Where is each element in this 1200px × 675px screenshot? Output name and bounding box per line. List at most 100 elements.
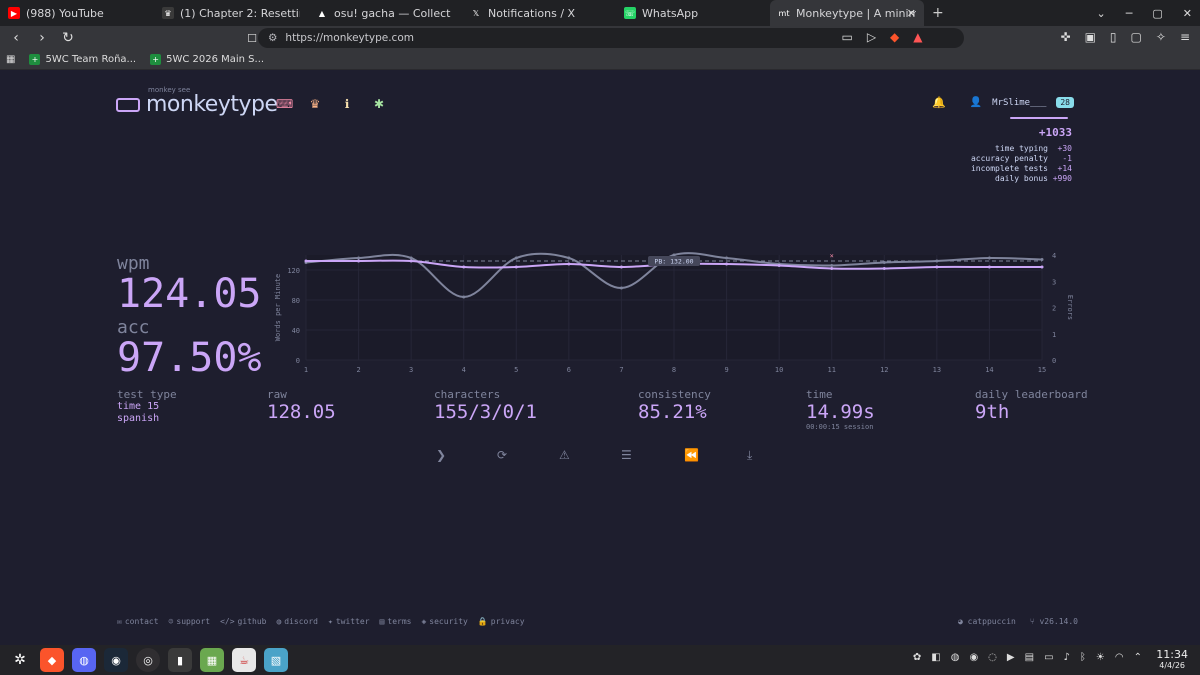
wpm-value[interactable]: 124.05	[117, 271, 262, 317]
bookmark-1[interactable]: +5WC Team Roña...	[29, 54, 136, 65]
wallet-icon[interactable]: ▢	[1130, 30, 1142, 44]
close-tab-icon[interactable]: ✕	[906, 6, 916, 20]
screenshot-icon[interactable]: ⤓	[747, 448, 753, 462]
browser-tab[interactable]: ▶ (988) YouTube	[0, 0, 154, 26]
chart-x-tick: 2	[356, 366, 360, 374]
contact-icon: ✉	[117, 617, 122, 626]
tray-icon[interactable]: ✿	[912, 652, 922, 663]
browser-tab[interactable]: ▲ osu! gacha — Collect your favor	[308, 0, 462, 26]
clock[interactable]: 11:34 4/4/26	[1156, 649, 1188, 671]
share-icon[interactable]: ▷	[866, 30, 877, 44]
back-icon[interactable]: ‹	[13, 30, 19, 46]
close-window-icon[interactable]: ✕	[1182, 6, 1192, 20]
replay-icon[interactable]: ⏪	[684, 448, 699, 462]
java-icon[interactable]: ☕	[232, 648, 256, 672]
theme-button[interactable]: ◕ catppuccin	[958, 617, 1016, 626]
settings-icon[interactable]: ✱	[373, 97, 385, 111]
footer-link-security[interactable]: ◈ security	[421, 617, 467, 626]
reload-icon[interactable]: ↻	[62, 30, 74, 46]
browser-tab[interactable]: 𝕏 Notifications / X	[462, 0, 616, 26]
footer-link-terms[interactable]: ▤ terms	[380, 617, 412, 626]
raw-value[interactable]: 128.05	[267, 401, 336, 423]
discord-icon[interactable]: ◍	[72, 648, 96, 672]
acc-value[interactable]: 97.50%	[117, 335, 262, 381]
report-icon[interactable]: ⚠	[559, 448, 570, 462]
consistency-label: consistency	[638, 388, 711, 401]
steam-tray-icon[interactable]: ◉	[969, 652, 979, 663]
leaderboard-value[interactable]: 9th	[975, 401, 1010, 423]
xp-breakdown-value: -1	[1062, 154, 1072, 163]
keyboard-icon[interactable]: ⌨	[276, 97, 294, 111]
bluetooth-icon[interactable]: ᛒ	[1079, 652, 1086, 663]
bookmark-2[interactable]: +5WC 2026 Main S...	[150, 54, 264, 65]
steam-icon[interactable]: ◉	[104, 648, 128, 672]
footer-link-privacy[interactable]: 🔒 privacy	[478, 617, 525, 626]
crown-icon[interactable]: ♛	[309, 97, 321, 111]
footer-link-label: security	[429, 617, 468, 626]
obs-icon[interactable]: ◎	[136, 648, 160, 672]
restart-icon[interactable]: ⟳	[497, 448, 508, 462]
xp-gain: +1033	[1038, 126, 1072, 139]
footer-link-github[interactable]: </> github	[220, 617, 266, 626]
chart-point	[882, 261, 886, 264]
time-value[interactable]: 14.99s	[806, 401, 875, 423]
browser-tab[interactable]: mt Monkeytype | A minimalistic✕	[770, 0, 924, 26]
footer-link-twitter[interactable]: ✦ twitter	[328, 617, 370, 626]
discord-tray-icon[interactable]: ◍	[950, 652, 960, 663]
words-history-icon[interactable]: ☰	[621, 448, 632, 462]
apps-icon[interactable]: ▦	[6, 54, 16, 65]
consistency-value[interactable]: 85.21%	[638, 401, 707, 423]
wpm-group: wpm 124.05	[117, 253, 262, 314]
tab-search-icon[interactable]: ⌄	[1096, 6, 1106, 20]
username[interactable]: MrSlime___	[992, 97, 1047, 108]
version-button[interactable]: ⑂ v26.14.0	[1029, 617, 1078, 626]
maximize-icon[interactable]: ▢	[1152, 6, 1163, 20]
next-test-icon[interactable]: ❯	[436, 448, 447, 462]
tray-expand-icon[interactable]: ⌃	[1133, 652, 1142, 663]
brave-shield-icon[interactable]: ◆	[890, 30, 900, 44]
cast-icon[interactable]: ▭	[841, 30, 853, 44]
info-icon[interactable]: ℹ	[344, 97, 350, 111]
site-info-icon[interactable]: ⚙	[268, 32, 278, 44]
volume-icon[interactable]: ♪	[1063, 652, 1070, 663]
bookmark-icon[interactable]: ☐	[247, 31, 257, 45]
reading-list-icon[interactable]: ▣	[1084, 30, 1096, 44]
new-tab-icon[interactable]: +	[932, 5, 944, 21]
brightness-icon[interactable]: ☀	[1095, 652, 1105, 663]
terminal-icon[interactable]: ▮	[168, 648, 192, 672]
user-icon[interactable]: 👤	[969, 97, 983, 108]
time-stat: time 14.99s 00:00:15 session	[806, 388, 875, 431]
start-menu-icon[interactable]: ✲	[14, 652, 26, 668]
minimize-icon[interactable]: ─	[1125, 6, 1133, 20]
characters-value[interactable]: 155/3/0/1	[434, 401, 537, 423]
logo[interactable]: monkey see monkeytype	[116, 86, 278, 117]
chart-x-tick: 3	[409, 366, 413, 374]
wifi-icon[interactable]: ◠	[1114, 652, 1124, 663]
url-bar[interactable]: ⚙ https://monkeytype.com	[258, 28, 964, 48]
menu-icon[interactable]: ≡	[1179, 30, 1190, 44]
browser-tab[interactable]: ☏ WhatsApp	[616, 0, 770, 26]
footer-link-discord[interactable]: ◍ discord	[276, 617, 318, 626]
clipboard-icon[interactable]: ▤	[1024, 652, 1035, 663]
monkeytype-logo-icon	[116, 97, 140, 112]
tray-icon[interactable]: ◧	[931, 652, 941, 663]
footer-link-support[interactable]: ☺ support	[169, 617, 211, 626]
tab-title: (1) Chapter 2: Resetting & Overv	[180, 6, 300, 20]
brave-icon[interactable]: ◆	[40, 648, 64, 672]
session-time: 00:00:15 session	[806, 423, 874, 431]
notifications-icon[interactable]: 🔔	[932, 96, 946, 109]
image-viewer-icon[interactable]: ▧	[264, 648, 288, 672]
xp-breakdown-label: incomplete tests	[970, 164, 1048, 173]
forward-icon[interactable]: ›	[39, 30, 45, 46]
leo-icon[interactable]: ✧	[1155, 30, 1166, 44]
browser-tab[interactable]: ♛ (1) Chapter 2: Resetting & Overv	[154, 0, 308, 26]
tab-title: Notifications / X	[488, 6, 576, 20]
footer-link-contact[interactable]: ✉ contact	[117, 617, 159, 626]
sidebar-icon[interactable]: ▯	[1109, 30, 1117, 44]
extensions-icon[interactable]: ✜	[1060, 30, 1071, 44]
tray-icon[interactable]: ◌	[988, 652, 997, 663]
battery-icon[interactable]: ▭	[1044, 652, 1054, 663]
media-icon[interactable]: ▶	[1006, 652, 1015, 663]
brave-rewards-icon[interactable]: ▲	[913, 30, 923, 44]
package-icon[interactable]: ▦	[200, 648, 224, 672]
